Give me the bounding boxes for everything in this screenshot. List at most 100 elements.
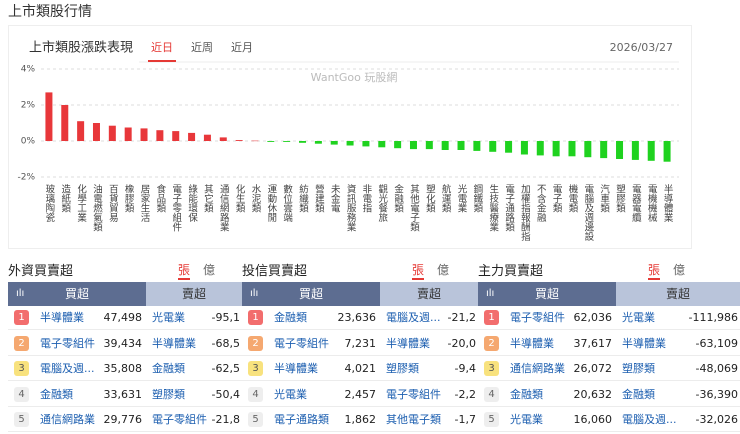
table-section: 外資買賣超 張億 ılı 買超 賣超 1 半導體業 47,498 光電業 -95,1 2 電子零組件 3… xyxy=(8,260,242,434)
sector-name[interactable]: 電子零組件 xyxy=(386,387,441,401)
tab[interactable]: 近周 xyxy=(191,41,213,54)
unit-toggle[interactable]: 億 xyxy=(203,263,216,277)
sector-name[interactable]: 半導體業 xyxy=(40,311,84,324)
sell-value: -9,4 xyxy=(454,362,476,375)
buy-value: 1,862 xyxy=(344,413,377,426)
bar xyxy=(314,141,322,144)
unit-toggle[interactable]: 張 xyxy=(178,261,191,280)
chart: 上市類股漲跌表現 2026/03/27 WantGoo 玩股網 近日 近周 近月 -2… xyxy=(17,40,679,242)
table-section: 投信買賣超 張億 ılı 買超 賣超 1 金融類 23,636 電腦及週... -21,2 2 電子零… xyxy=(242,260,478,434)
chart-icon: ılı xyxy=(486,288,495,299)
sell-value: -1,7 xyxy=(454,413,476,426)
x-tick-label: 其它類 xyxy=(202,184,214,213)
sector-name[interactable]: 通信網路業 xyxy=(510,362,565,375)
rank-badge: 1 xyxy=(484,310,499,325)
bar xyxy=(552,141,560,157)
rank-badge: 5 xyxy=(484,412,499,427)
sector-name[interactable]: 塑膠類 xyxy=(622,362,655,375)
rank-badge: 3 xyxy=(484,361,499,376)
y-tick-label: 0% xyxy=(21,137,36,147)
sector-name[interactable]: 通信網路業 xyxy=(40,413,95,426)
sector-name[interactable]: 金融類 xyxy=(622,387,655,401)
sector-name[interactable]: 電腦及週... xyxy=(622,413,677,426)
sector-name[interactable]: 半導體業 xyxy=(386,336,430,350)
x-tick-label: 造紙類 xyxy=(59,183,71,213)
header-text: 買超 xyxy=(64,287,89,301)
bar xyxy=(346,141,354,146)
header-text: 買超 xyxy=(298,287,323,301)
tab-underline xyxy=(148,60,176,62)
sector-name[interactable]: 電子零組件 xyxy=(510,311,565,324)
sector-name[interactable]: 電子通路類 xyxy=(274,413,329,426)
sector-name[interactable]: 其他電子類 xyxy=(386,413,441,426)
y-tick-label: 2% xyxy=(21,101,36,111)
bar xyxy=(425,141,433,150)
page-title: 上市類股行情 xyxy=(8,4,92,20)
buy-value: 39,434 xyxy=(103,336,143,350)
sell-value: -68,5 xyxy=(211,336,240,350)
sector-name[interactable]: 光電業 xyxy=(152,311,185,324)
sector-name[interactable]: 金融類 xyxy=(274,311,307,324)
section-title: 投信買賣超 xyxy=(242,264,308,279)
sector-name[interactable]: 電腦及週... xyxy=(40,362,95,375)
sell-row: 塑膠類 -50,4 xyxy=(146,383,242,407)
unit-toggle[interactable]: 億 xyxy=(437,263,450,277)
x-tick-label: 化生類 xyxy=(234,183,246,213)
sell-row: 電子零組件 -21,8 xyxy=(146,408,242,432)
bar xyxy=(489,141,497,152)
y-tick-label: -2% xyxy=(17,173,35,183)
x-tick-label: 電腦及週邊設 xyxy=(582,184,594,242)
sector-name[interactable]: 半導體業 xyxy=(274,362,318,375)
x-tick-label: 電機機械 xyxy=(646,184,658,223)
x-tick-label: 油電燃氣類 xyxy=(91,183,103,232)
x-tick-label: 數位雲端 xyxy=(281,183,293,223)
bar xyxy=(536,141,544,156)
sell-value: -21,8 xyxy=(211,413,240,426)
x-tick-label: 生技醫療業 xyxy=(487,183,499,232)
bar xyxy=(362,141,370,147)
buy-row: 4 金融類 20,632 xyxy=(478,383,616,407)
sector-name[interactable]: 光電業 xyxy=(622,311,655,324)
bar xyxy=(188,132,196,141)
x-tick-label: 不含金融 xyxy=(535,184,547,223)
sector-name[interactable]: 電腦及週... xyxy=(386,311,441,324)
buy-value: 62,036 xyxy=(573,311,613,324)
tab[interactable]: 近日 xyxy=(151,41,173,54)
bar xyxy=(267,141,275,142)
buy-value: 2,457 xyxy=(344,387,377,401)
x-tick-label: 玻璃陶瓷 xyxy=(43,183,55,223)
unit-toggle[interactable]: 億 xyxy=(673,263,686,277)
sector-name[interactable]: 塑膠類 xyxy=(386,362,419,375)
bar xyxy=(203,134,211,141)
rank-badge: 1 xyxy=(14,310,29,325)
header-text: 買超 xyxy=(534,287,559,301)
sector-name[interactable]: 半導體業 xyxy=(510,336,554,350)
sector-name[interactable]: 金融類 xyxy=(40,387,73,401)
sector-name[interactable]: 半導體業 xyxy=(152,336,196,350)
sell-value: -62,5 xyxy=(211,362,240,375)
x-tick-label: 營建類 xyxy=(313,183,325,213)
x-tick-label: 半導體業 xyxy=(662,183,674,223)
sector-name[interactable]: 電子零組件 xyxy=(274,336,329,350)
watermark: WantGoo 玩股網 xyxy=(311,70,398,84)
sector-name[interactable]: 金融類 xyxy=(510,387,543,401)
sector-name[interactable]: 金融類 xyxy=(152,362,185,375)
rank-badge: 2 xyxy=(14,335,29,351)
bar xyxy=(394,141,402,149)
rank-badge: 5 xyxy=(248,412,263,427)
sector-name[interactable]: 光電業 xyxy=(274,387,307,401)
sector-name[interactable]: 光電業 xyxy=(510,413,543,426)
sector-name[interactable]: 半導體業 xyxy=(622,336,666,350)
x-tick-label: 紡織類 xyxy=(297,183,309,213)
bar xyxy=(505,141,513,153)
buy-header: ılı 買超 xyxy=(242,282,380,306)
sector-name[interactable]: 塑膠類 xyxy=(152,387,185,401)
unit-toggle[interactable]: 張 xyxy=(412,261,425,280)
bar xyxy=(441,141,449,150)
x-tick-label: 航運類 xyxy=(440,183,452,213)
tab[interactable]: 近月 xyxy=(231,41,253,54)
unit-toggle[interactable]: 張 xyxy=(648,261,661,280)
sector-name[interactable]: 電子零組件 xyxy=(40,336,95,350)
sector-name[interactable]: 電子零組件 xyxy=(152,413,207,426)
bar xyxy=(409,141,417,150)
